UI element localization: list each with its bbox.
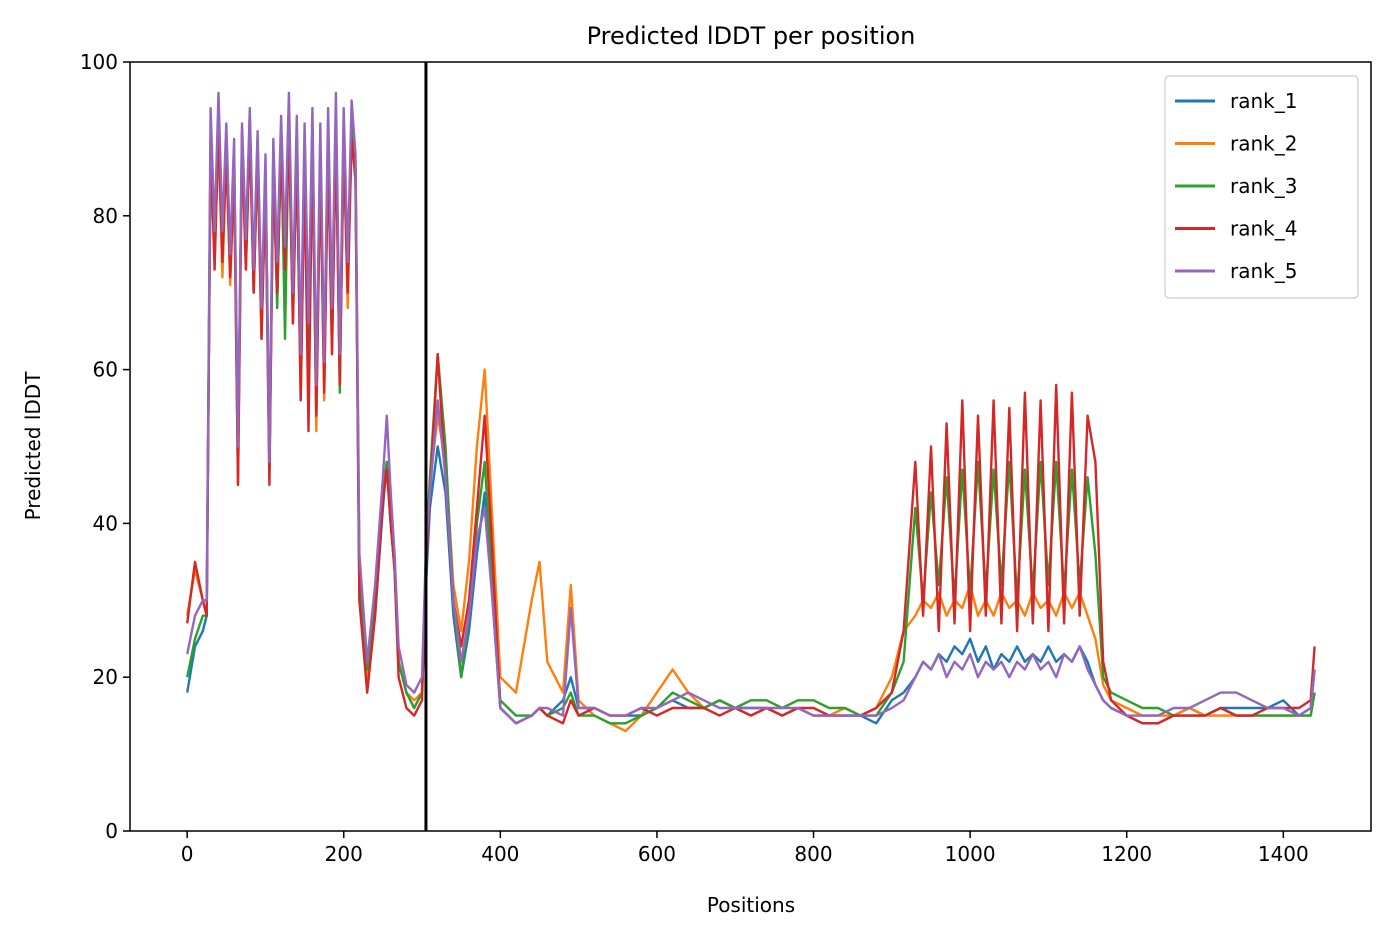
x-tick-label-400: 400: [481, 842, 519, 866]
x-tick-label-1000: 1000: [945, 842, 996, 866]
x-tick-label-1400: 1400: [1258, 842, 1309, 866]
plot-frame: [129, 61, 1372, 832]
y-tick-label-0: 0: [105, 819, 118, 843]
series-line-rank-5: [186, 91, 1316, 725]
legend: rank_1 rank_2 rank_3 rank_4 rank_5: [1164, 75, 1359, 299]
series-lines: [186, 91, 1316, 733]
y-tick-label-20: 20: [93, 665, 118, 689]
legend-label-rank-3: rank_3: [1230, 174, 1297, 198]
x-tick-label-800: 800: [794, 842, 832, 866]
y-tick-label-80: 80: [93, 204, 118, 228]
x-axis-label: Positions: [707, 893, 795, 917]
plot-area: [186, 62, 1316, 831]
x-tick-label-200: 200: [325, 842, 363, 866]
legend-label-rank-4: rank_4: [1230, 217, 1297, 241]
legend-label-rank-5: rank_5: [1230, 259, 1297, 283]
legend-label-rank-1: rank_1: [1230, 89, 1297, 113]
chart-title: Predicted lDDT per position: [587, 22, 916, 50]
legend-box: [1164, 75, 1359, 299]
y-tick-label-100: 100: [80, 50, 118, 74]
y-tick-label-40: 40: [93, 511, 118, 535]
x-axis: 0 200 400 600 800 1000 1200 1400: [181, 831, 1309, 866]
y-axis-label: Predicted lDDT: [21, 371, 45, 521]
y-tick-label-60: 60: [93, 358, 118, 382]
x-tick-label-600: 600: [638, 842, 676, 866]
x-tick-label-0: 0: [181, 842, 194, 866]
x-tick-label-1200: 1200: [1101, 842, 1152, 866]
y-axis: 0 20 40 60 80 100: [80, 50, 130, 843]
legend-label-rank-2: rank_2: [1230, 132, 1297, 156]
